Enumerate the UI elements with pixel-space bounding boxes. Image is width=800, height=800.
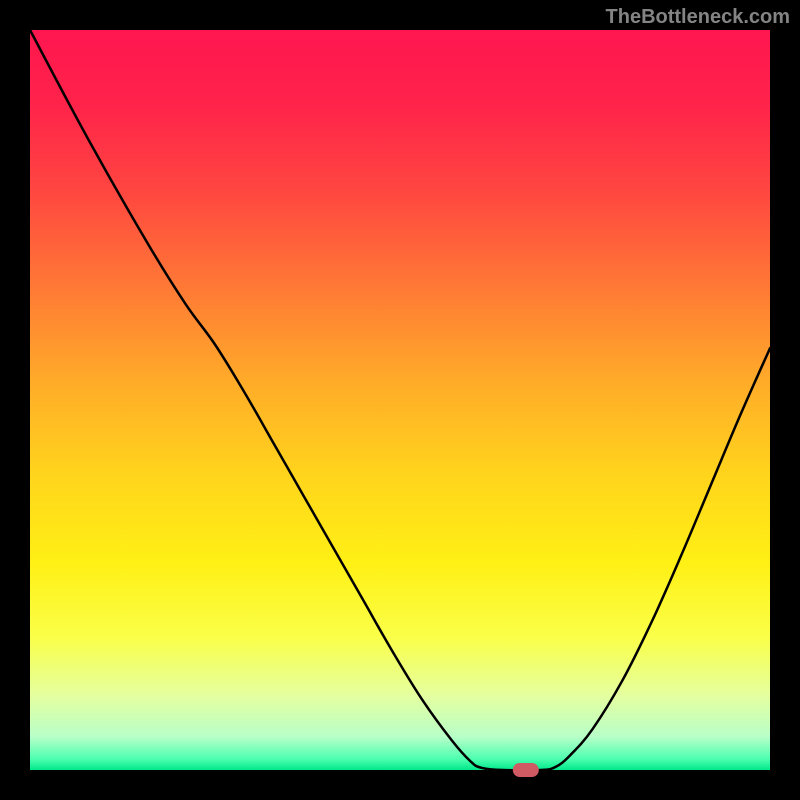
watermark-label: TheBottleneck.com [606, 6, 790, 29]
bottleneck-chart [0, 0, 800, 800]
plot-background [30, 30, 770, 770]
optimum-marker [513, 763, 539, 777]
chart-container: TheBottleneck.com [0, 0, 800, 800]
